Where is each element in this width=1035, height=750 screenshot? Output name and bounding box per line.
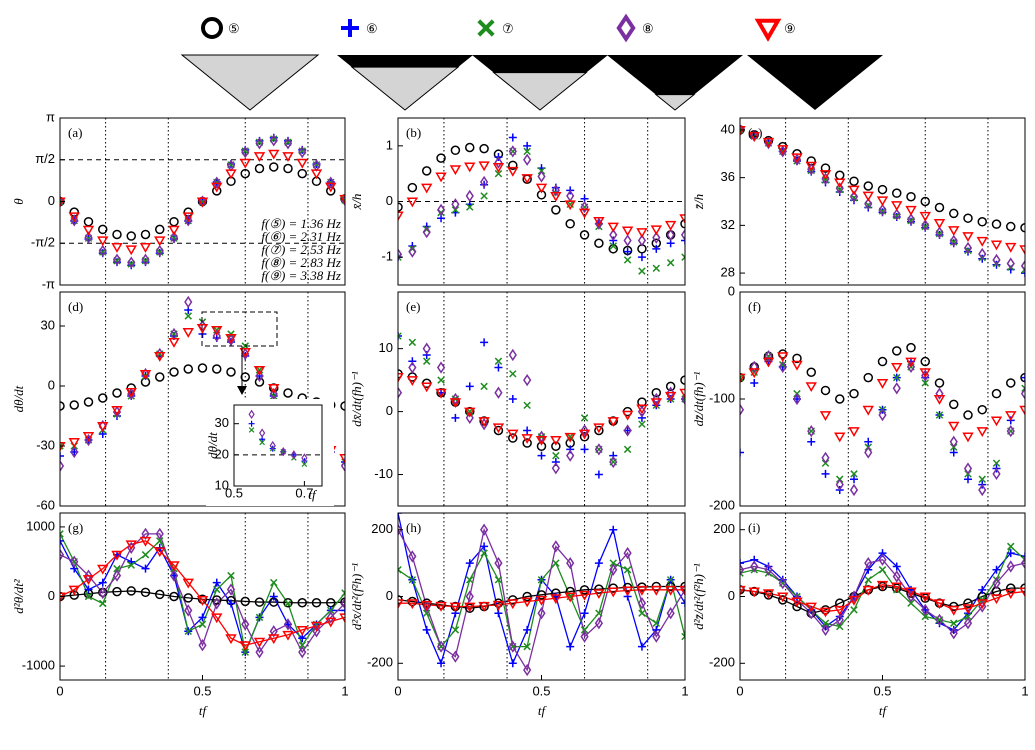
y-tick-label: -100: [709, 390, 735, 405]
x-axis-label: tf: [879, 703, 889, 718]
y-tick-label: -π/2: [31, 235, 55, 250]
y-tick-label: -200: [367, 655, 393, 670]
y-tick-label: 36: [721, 169, 735, 184]
panel-label: (a): [68, 125, 82, 140]
y-tick-label: 200: [713, 521, 735, 536]
y-tick-label: -200: [709, 655, 735, 670]
marker-triangle: [758, 21, 778, 38]
shape-icon-gray: [656, 95, 694, 110]
y-tick-label: -10: [374, 466, 393, 481]
y-tick-label: -1000: [22, 658, 55, 673]
y-tick-label: 0: [728, 588, 735, 603]
y-tick-label: 40: [721, 121, 735, 136]
y-axis-label: dz̄/dt(fh)⁻¹: [691, 371, 706, 426]
y-axis-label: x̄/h: [349, 194, 364, 211]
legend-label: ⑧: [642, 21, 654, 36]
legend-label: ⑤: [228, 21, 240, 36]
annotation: f(⑨) = 3.38 Hz: [261, 268, 341, 283]
marker-x: [479, 21, 493, 35]
plot-area: [234, 405, 322, 486]
shape-icon-gray: [182, 55, 318, 110]
x-tick-label: 0.5: [873, 683, 891, 698]
panel-label: (d): [68, 299, 83, 314]
y-tick-label: 0: [386, 403, 393, 418]
figure: ⑤⑥⑦⑧⑨ππ/20-π/2-πθ(a)f(⑤) = 1.36 Hzf(⑥) =…: [0, 0, 1035, 750]
shape-icon-black: [607, 55, 743, 95]
y-axis-label: dx̄/dt(fh)⁻¹: [349, 371, 364, 427]
y-tick-label: π/2: [35, 151, 55, 166]
x-tick-label: 0.5: [225, 485, 243, 500]
y-tick-label: 0: [48, 588, 55, 603]
x-tick-label: 0: [736, 683, 743, 698]
y-tick-label: 0: [728, 283, 735, 298]
legend-label: ⑥: [366, 21, 378, 36]
y-axis-label: d²x̄/dt²(f²h)⁻¹: [349, 563, 364, 630]
x-tick-label: 0.5: [193, 683, 211, 698]
panel-label: (b): [406, 125, 421, 140]
panel-label: (e): [406, 299, 420, 314]
x-axis-label: tf: [538, 703, 548, 718]
y-tick-label: 10: [379, 340, 393, 355]
marker-diamond: [619, 17, 633, 39]
y-tick-label: 0: [386, 588, 393, 603]
shape-icon-black: [747, 55, 883, 110]
y-tick-label: 0: [48, 377, 55, 392]
marker-plus: [341, 19, 359, 37]
y-tick-label: -1: [381, 249, 393, 264]
marker-circle: [203, 19, 221, 37]
plot-area: [740, 292, 1025, 506]
y-axis-label: d²z̄/dt²(f²h)⁻¹: [691, 563, 706, 630]
y-axis-label: θ: [11, 198, 26, 205]
y-tick-label: 1000: [26, 518, 55, 533]
y-axis-label: dθ/dt: [205, 432, 220, 459]
shape-icon-gray: [494, 73, 586, 110]
y-axis-label: dθ/dt: [11, 385, 26, 412]
y-tick-label: 30: [41, 317, 55, 332]
shape-icon-gray: [352, 67, 458, 110]
legend-label: ⑨: [784, 21, 796, 36]
y-tick-label: -200: [709, 497, 735, 512]
shape-icon-black: [472, 55, 608, 73]
y-tick-label: 28: [721, 265, 735, 280]
y-axis-label: z̄/h: [691, 194, 706, 210]
panel-label: (i): [748, 520, 760, 535]
y-tick-label: 32: [721, 217, 735, 232]
x-tick-label: 0: [394, 683, 401, 698]
panel-label: (g): [68, 520, 83, 535]
y-tick-label: -π: [42, 276, 55, 291]
x-tick-label: 0.5: [532, 683, 550, 698]
y-tick-label: -30: [36, 437, 55, 452]
plot-area: [398, 292, 685, 506]
y-tick-label: 30: [215, 415, 229, 430]
y-tick-label: 200: [371, 521, 393, 536]
x-tick-label: 1: [1021, 683, 1028, 698]
x-axis-label: tf: [199, 703, 209, 718]
legend-label: ⑦: [502, 21, 514, 36]
y-tick-label: 0: [386, 193, 393, 208]
x-tick-label: 1: [341, 683, 348, 698]
y-tick-label: 1: [386, 137, 393, 152]
x-tick-label: 1: [681, 683, 688, 698]
panel-label: (f): [748, 299, 761, 314]
y-tick-label: -60: [36, 497, 55, 512]
panel-label: (c): [748, 125, 762, 140]
x-tick-label: 0: [56, 683, 63, 698]
y-axis-label: d²θ/dt²: [11, 578, 26, 614]
y-tick-label: π: [46, 109, 55, 124]
panel-label: (h): [406, 520, 421, 535]
y-tick-label: 0: [48, 193, 55, 208]
shape-icon-black: [337, 55, 473, 67]
